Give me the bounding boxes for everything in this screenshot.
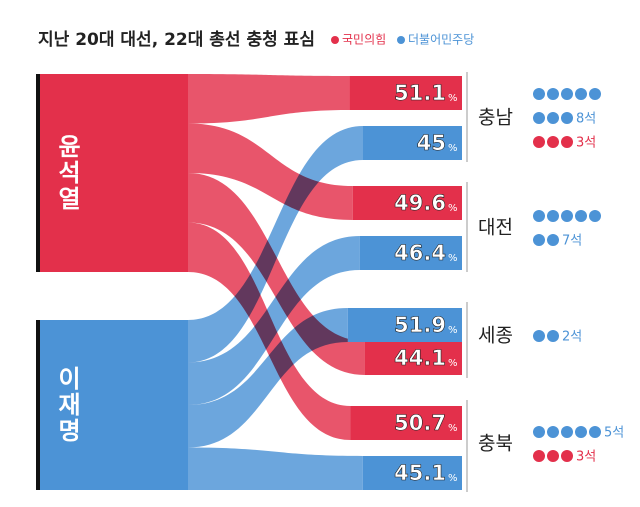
seat-dot [547, 234, 559, 246]
seat-dot [561, 210, 573, 222]
unit-label: % [448, 143, 458, 154]
seat-dot [547, 426, 559, 438]
seat-dot [575, 426, 587, 438]
value-label: 49.6 [394, 191, 446, 215]
flow [188, 308, 348, 448]
candidate-label: 윤석열 [53, 134, 81, 212]
seat-dot [561, 136, 573, 148]
unit-label: % [448, 93, 458, 104]
seat-dot [589, 88, 601, 100]
flow [188, 236, 360, 405]
seat-dot [575, 210, 587, 222]
value-label: 45 [417, 131, 446, 155]
unit-label: % [448, 358, 458, 369]
unit-label: % [448, 325, 458, 336]
legend-label: 국민의힘 [342, 33, 386, 47]
seat-dot [547, 210, 559, 222]
seat-dot [533, 234, 545, 246]
flow [188, 126, 363, 363]
seat-label: 3석 [576, 136, 596, 151]
band [364, 341, 462, 375]
flow [188, 74, 350, 124]
legend-swatch [331, 36, 339, 44]
region-label: 대전 [478, 217, 513, 239]
seat-dot [533, 330, 545, 342]
band [352, 186, 462, 220]
value-label: 46.4 [394, 241, 446, 265]
seat-label: 3석 [576, 450, 596, 465]
seat-dot [533, 450, 545, 462]
seat-dot [533, 210, 545, 222]
seat-label: 5석 [604, 426, 624, 441]
seat-dot [533, 136, 545, 148]
unit-label: % [448, 473, 458, 484]
unit-label: % [448, 203, 458, 214]
candidate-label: 이재명 [53, 366, 81, 444]
seat-dot [561, 112, 573, 124]
legend-swatch [397, 36, 405, 44]
seat-dot [589, 426, 601, 438]
value-label: 45.1 [394, 461, 446, 485]
seat-dot [575, 88, 587, 100]
flows [188, 74, 365, 490]
seat-dot [561, 426, 573, 438]
seat-dot [547, 136, 559, 148]
seat-label: 7석 [562, 234, 582, 249]
seat-label: 8석 [576, 112, 596, 127]
band [363, 126, 462, 160]
legend-label: 더불어민주당 [408, 33, 474, 47]
seat-dot [533, 426, 545, 438]
seat-dot [547, 88, 559, 100]
seat-dot [561, 450, 573, 462]
value-label: 51.9 [394, 313, 446, 337]
value-label: 51.1 [394, 81, 446, 105]
flow [188, 447, 363, 490]
seat-dot [547, 112, 559, 124]
band [347, 308, 462, 342]
region-label: 충남 [478, 107, 513, 129]
seat-dot [533, 88, 545, 100]
seat-label: 2석 [562, 330, 582, 345]
value-label: 50.7 [394, 411, 446, 435]
seat-dot [547, 330, 559, 342]
candidate-block [38, 74, 188, 272]
value-label: 44.1 [394, 346, 446, 370]
block-edge [36, 74, 40, 272]
band [359, 236, 462, 270]
region-label: 충북 [478, 433, 513, 455]
flow [188, 123, 353, 220]
unit-label: % [448, 253, 458, 264]
band [362, 456, 462, 490]
seat-dot [561, 88, 573, 100]
band [349, 76, 462, 110]
region-label: 세종 [478, 325, 513, 347]
candidate-block [38, 320, 188, 490]
unit-label: % [448, 423, 458, 434]
seat-dot [533, 112, 545, 124]
seat-dot [589, 210, 601, 222]
band [350, 406, 462, 440]
block-edge [36, 320, 40, 490]
seat-dot [547, 450, 559, 462]
chart-title: 지난 20대 대선, 22대 총선 충청 표심 [38, 29, 315, 50]
